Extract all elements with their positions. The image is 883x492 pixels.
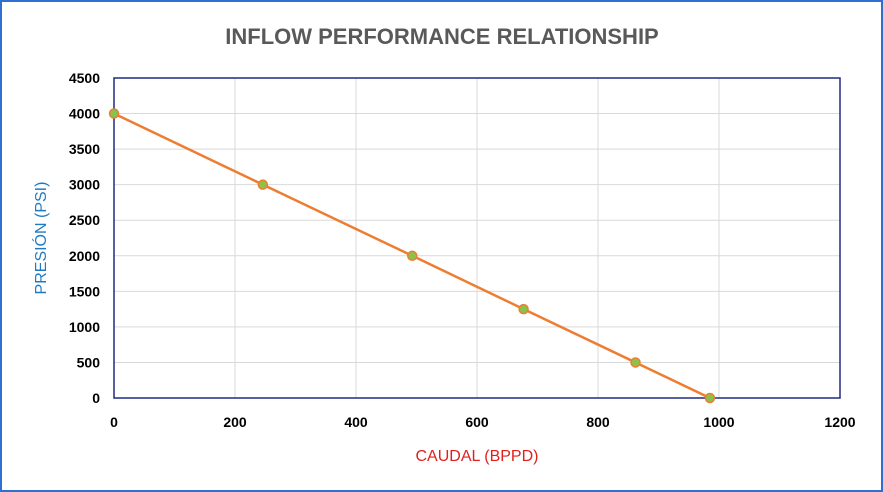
y-tick-label: 1000 — [69, 319, 100, 335]
x-tick-label: 200 — [223, 414, 247, 430]
x-axis-label: CAUDAL (BPPD) — [416, 448, 539, 465]
x-tick-label: 1200 — [824, 414, 855, 430]
series-line — [113, 112, 711, 400]
y-axis-label: PRESIÓN (PSI) — [31, 182, 50, 295]
data-point — [704, 392, 716, 404]
x-tick-label: 800 — [586, 414, 610, 430]
x-tick-label: 0 — [110, 414, 118, 430]
plot-area-border — [113, 77, 841, 399]
x-tick-label: 400 — [344, 414, 368, 430]
x-axis-ticks: 0 200 400 600 800 1000 1200 — [110, 414, 856, 430]
data-point — [257, 179, 269, 190]
data-point — [108, 108, 120, 119]
chart-title: INFLOW PERFORMANCE RELATIONSHIP — [225, 24, 658, 49]
x-tick-label: 600 — [465, 414, 489, 430]
y-tick-label: 2500 — [69, 212, 100, 228]
data-point — [518, 303, 529, 315]
y-tick-label: 2000 — [69, 248, 100, 264]
y-tick-label: 0 — [92, 390, 100, 406]
data-point — [630, 357, 641, 368]
data-point — [407, 250, 418, 262]
y-tick-label: 500 — [77, 354, 101, 370]
grid — [113, 77, 841, 399]
series-group — [108, 108, 716, 404]
y-tick-label: 4000 — [69, 106, 100, 122]
y-tick-label: 4500 — [69, 70, 100, 86]
y-tick-label: 1500 — [69, 283, 100, 299]
y-axis-ticks: 0 500 1000 1500 2000 2500 3000 3500 4000 4500 — [69, 70, 100, 406]
x-tick-label: 1000 — [703, 414, 734, 430]
y-tick-label: 3000 — [69, 177, 100, 193]
y-tick-label: 3500 — [69, 141, 100, 157]
